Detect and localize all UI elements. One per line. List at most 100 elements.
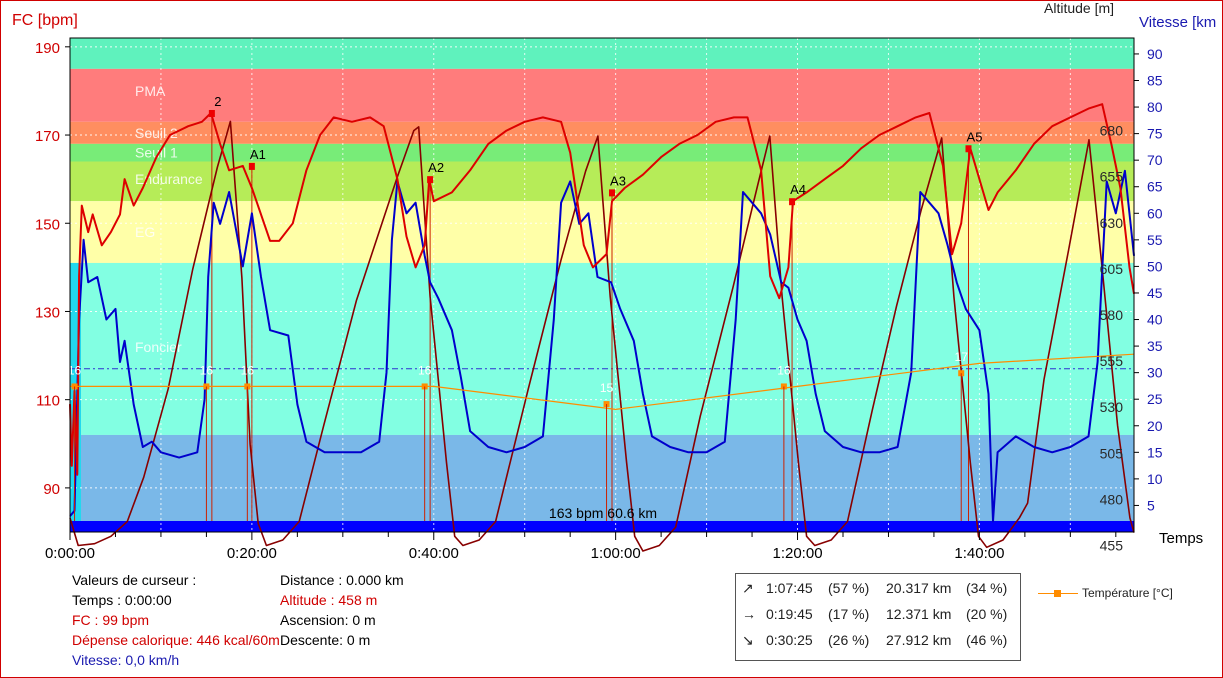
x-axis-title: Temps (1159, 530, 1204, 547)
fc-tick-label: 190 (35, 40, 60, 57)
speed-axis-title: Vitesse [km (1139, 14, 1217, 31)
zone-label: Foncier (135, 339, 182, 355)
ascent-stats-panel: ↗ 1:07:45 (57 %) 20.317 km (34 %) → 0:19… (735, 573, 1021, 661)
stats-time-pct: (57 %) (828, 580, 870, 596)
bottom-bar (70, 521, 1134, 532)
cursor-descent: Descente: 0 m (280, 632, 371, 648)
x-tick-label: 1:20:00 (772, 545, 822, 562)
speed-tick-label: 25 (1147, 391, 1163, 407)
temperature-marker-label: 17 (955, 350, 969, 364)
altitude-tick-label: 530 (1100, 399, 1124, 415)
lap-label: 2 (214, 94, 221, 109)
stats-time-pct: (26 %) (828, 632, 870, 648)
cursor-fc: FC : 99 bpm (72, 612, 150, 628)
hr-zone-band (70, 201, 1134, 263)
plot-border (69, 37, 1135, 533)
lap-label: A1 (250, 147, 266, 162)
fc-tick-label: 150 (35, 216, 60, 233)
x-tick-label: 1:40:00 (954, 545, 1004, 562)
speed-tick-label: 60 (1147, 205, 1163, 221)
temperature-marker-label: 16 (241, 363, 255, 377)
zone-label: Endurance (135, 171, 203, 187)
cursor-time: Temps : 0:00:00 (72, 592, 172, 608)
speed-tick-label: 20 (1147, 418, 1163, 434)
hr-zone-band (70, 38, 1134, 69)
temperature-legend-label: Température [°C] (1082, 586, 1173, 600)
speed-tick-label: 10 (1147, 471, 1163, 487)
speed-tick-label: 15 (1147, 444, 1163, 460)
speed-tick-label: 55 (1147, 232, 1163, 248)
temperature-marker-label: 16 (200, 363, 214, 377)
speed-line (69, 169, 1135, 523)
fc-axis-title: FC [bpm] (12, 12, 78, 29)
speed-tick-label: 70 (1147, 152, 1163, 168)
altitude-tick-label: 580 (1100, 307, 1124, 323)
fc-tick-label: 90 (43, 481, 60, 498)
arrow-down-icon: ↘ (742, 632, 754, 648)
altitude-tick-label: 455 (1100, 538, 1124, 554)
lap-marker (965, 145, 972, 153)
stats-km: 12.371 km (886, 606, 952, 622)
zone-label: Seuil 1 (135, 145, 178, 161)
stats-km-pct: (46 %) (966, 632, 1008, 648)
cursor-title: Valeurs de curseur : (72, 572, 197, 588)
lap-label: A4 (790, 182, 806, 197)
cursor-speed: Vitesse: 0,0 km/h (72, 652, 180, 668)
stats-time: 0:30:25 (766, 632, 813, 648)
altitude-tick-label: 655 (1100, 169, 1124, 185)
altitude-tick-label: 680 (1100, 123, 1124, 139)
fc-tick-label: 170 (35, 128, 60, 145)
temperature-marker-label: 16 (777, 363, 791, 377)
hr-zone-band (70, 121, 1134, 144)
lap-marker (609, 189, 616, 197)
speed-tick-label: 80 (1147, 99, 1163, 115)
altitude-tick-label: 630 (1100, 215, 1124, 231)
lap-marker (427, 176, 434, 184)
x-tick-label: 1:00:00 (591, 545, 641, 562)
speed-tick-label: 40 (1147, 312, 1163, 328)
speed-tick-label: 65 (1147, 179, 1163, 195)
altitude-tick-label: 605 (1100, 261, 1124, 277)
chart-annotation: 163 bpm 60.6 km (549, 505, 657, 521)
zone-label: PMA (135, 83, 166, 99)
arrow-up-icon: ↗ (742, 580, 754, 596)
temperature-line (70, 353, 1135, 410)
altitude-tick-label: 505 (1100, 445, 1124, 461)
heart-rate-line (69, 103, 1135, 476)
altitude-tick-label: 480 (1100, 491, 1124, 507)
speed-tick-label: 90 (1147, 46, 1163, 62)
stats-km-pct: (34 %) (966, 580, 1008, 596)
x-tick-label: 0:40:00 (409, 545, 459, 562)
temperature-legend-swatch (1038, 585, 1078, 603)
stats-time: 1:07:45 (766, 580, 813, 596)
lap-label: A3 (610, 173, 626, 188)
stats-km: 27.912 km (886, 632, 952, 648)
cursor-calories: Dépense calorique: 446 kcal/60mn (72, 632, 280, 648)
temperature-marker-label: 16 (68, 363, 82, 377)
arrow-right-icon: → (742, 606, 756, 622)
zone-label: EG (135, 224, 155, 240)
lap-label: A2 (428, 160, 444, 175)
stats-time-pct: (17 %) (828, 606, 870, 622)
lap-marker (789, 198, 796, 206)
hr-zone-band (70, 143, 1134, 162)
speed-tick-label: 50 (1147, 258, 1163, 274)
lap-marker (248, 162, 255, 170)
speed-tick-label: 35 (1147, 338, 1163, 354)
zone-label: Seuil 2 (135, 125, 178, 141)
temperature-marker-label: 16 (418, 363, 432, 377)
hr-zone-band (70, 262, 1134, 435)
x-tick-label: 0:00:00 (45, 545, 95, 562)
stats-km: 20.317 km (886, 580, 952, 596)
altitude-axis-title: Altitude [m] (1044, 0, 1115, 16)
stats-km-pct: (20 %) (966, 606, 1008, 622)
speed-tick-label: 30 (1147, 365, 1163, 381)
speed-tick-label: 85 (1147, 72, 1163, 88)
fc-tick-label: 130 (35, 304, 60, 321)
altitude-tick-label: 555 (1100, 353, 1124, 369)
temperature-marker-label: 15 (600, 381, 614, 395)
speed-tick-label: 75 (1147, 126, 1163, 142)
speed-tick-label: 45 (1147, 285, 1163, 301)
lap-marker (208, 109, 215, 117)
